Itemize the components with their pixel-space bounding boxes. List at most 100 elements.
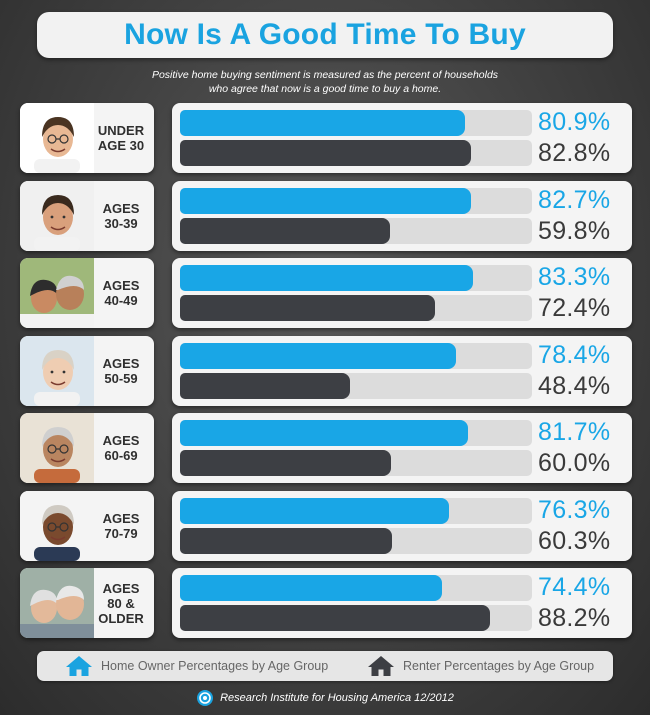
age-group-label: AGES 80 & OLDER (88, 568, 154, 638)
renter-bar (180, 372, 351, 399)
bar-card: 76.3% 60.3% (172, 490, 632, 561)
age-group-card: AGES 60-69 (20, 413, 154, 483)
age-group-label-line: AGES (102, 278, 140, 293)
age-group-label-line: 80 & (107, 595, 135, 611)
bar-card: 82.7% 59.8% (172, 180, 632, 251)
owner-value-label: 82.7% (538, 185, 611, 214)
institute-logo-icon (197, 690, 214, 706)
subtitle-line-2: who agree that now is a good time to buy… (208, 83, 442, 95)
age-group-label: AGES 50-59 (88, 336, 154, 406)
house-icon (66, 656, 92, 676)
renter-value-label: 72.4% (538, 294, 611, 322)
person-portrait-photo (20, 335, 94, 406)
bar-card: 74.4% 88.2% (172, 568, 632, 638)
owner-value-label: 76.3% (538, 495, 611, 524)
renter-value-label: 82.8% (538, 139, 611, 167)
person-portrait-photo (20, 413, 94, 483)
renter-value-label: 60.0% (538, 449, 611, 477)
owner-bar-track (180, 265, 532, 291)
owner-bar (180, 497, 449, 524)
source-credit: Research Institute for Housing America 1… (0, 686, 650, 710)
age-group-row: AGES 50-59 78.4% 48.4% (20, 335, 632, 406)
owner-bar-track (180, 187, 532, 214)
owner-bar-track (180, 110, 532, 136)
renter-value-label: 48.4% (538, 371, 611, 400)
age-group-label: UNDER AGE 30 (88, 103, 154, 173)
age-group-card: AGES 30-39 (20, 180, 154, 251)
renter-bar (180, 450, 392, 476)
age-group-label-line: AGES (102, 580, 140, 596)
renter-bar (180, 217, 391, 244)
age-group-row: AGES 70-79 76.3% 60.3% (20, 490, 632, 561)
chart-subtitle: Positive home buying sentiment is measur… (100, 68, 550, 96)
legend-label-owner: Home Owner Percentages by Age Group (101, 659, 329, 673)
renter-bar (180, 295, 435, 321)
age-group-row: AGES 30-39 82.7% 59.8% (20, 180, 632, 251)
renter-value-label: 88.2% (538, 604, 611, 632)
age-group-card: AGES 70-79 (20, 490, 154, 561)
title-banner: Now Is A Good Time To Buy (37, 12, 613, 58)
age-group-label-line: AGES (102, 355, 140, 371)
owner-bar (180, 110, 465, 136)
age-group-card: UNDER AGE 30 (20, 103, 154, 173)
age-group-label: AGES 60-69 (88, 413, 154, 483)
owner-bar-track (180, 575, 532, 601)
owner-bar (180, 342, 456, 369)
bar-card: 81.7% 60.0% (172, 413, 632, 483)
renter-bar (180, 527, 393, 554)
owner-value-label: 81.7% (538, 418, 611, 446)
bar-card: 78.4% 48.4% (172, 335, 632, 406)
age-group-row: AGES 80 & OLDER 74.4% 88.2% (20, 568, 632, 638)
renter-bar-track (180, 140, 532, 166)
owner-bar-track (180, 497, 532, 524)
renter-value-label: 60.3% (538, 526, 611, 555)
age-group-card: AGES 40-49 (20, 258, 154, 328)
age-group-label: AGES 40-49 (88, 258, 154, 328)
age-group-label-line: 70-79 (104, 525, 138, 541)
age-group-label-line: 40-49 (104, 293, 138, 308)
owner-bar (180, 420, 468, 446)
owner-value-label: 74.4% (538, 573, 611, 601)
renter-bar-track (180, 372, 532, 399)
age-group-label-line: AGES (102, 200, 140, 216)
person-portrait-photo (20, 180, 94, 251)
renter-bar-track (180, 527, 532, 554)
age-group-label-line: AGES (102, 433, 140, 448)
age-group-row: AGES 40-49 83.3% 72.4% (20, 258, 632, 328)
renter-bar-track (180, 217, 532, 244)
person-portrait-photo (20, 103, 94, 173)
age-group-label-line: 50-59 (104, 370, 138, 386)
legend-item-owner: Home Owner Percentages by Age Group (65, 651, 328, 681)
person-portrait-photo (20, 568, 94, 638)
age-group-label-line: 30-39 (104, 215, 138, 231)
age-group-card: AGES 50-59 (20, 335, 154, 406)
owner-bar-track (180, 342, 532, 369)
age-group-label-line: OLDER (98, 610, 144, 626)
renter-bar (180, 140, 472, 166)
bar-card: 80.9% 82.8% (172, 103, 632, 173)
owner-bar-track (180, 420, 532, 446)
age-group-label: AGES 30-39 (88, 181, 154, 251)
age-group-label-line: 60-69 (104, 448, 138, 463)
age-group-label-line: AGES (102, 510, 140, 526)
chart-title: Now Is A Good Time To Buy (124, 18, 526, 51)
renter-value-label: 59.8% (538, 216, 611, 245)
owner-bar (180, 265, 474, 291)
age-group-label-line: UNDER (97, 123, 145, 138)
renter-bar-track (180, 450, 532, 476)
legend-item-renter: Renter Percentages by Age Group (367, 651, 594, 681)
source-text: Research Institute for Housing America 1… (220, 692, 454, 704)
age-group-card: AGES 80 & OLDER (20, 568, 154, 638)
subtitle-line-1: Positive home buying sentiment is measur… (151, 69, 499, 81)
bar-card: 83.3% 72.4% (172, 258, 632, 328)
legend-label-renter: Renter Percentages by Age Group (403, 659, 595, 673)
owner-value-label: 83.3% (538, 263, 611, 291)
person-portrait-photo (20, 258, 94, 328)
owner-value-label: 78.4% (538, 340, 611, 369)
owner-bar (180, 187, 472, 214)
legend: Home Owner Percentages by Age Group Rent… (37, 651, 613, 681)
renter-bar-track (180, 295, 532, 321)
house-icon (368, 656, 394, 676)
person-portrait-photo (20, 490, 94, 561)
age-group-label-line: AGE 30 (97, 138, 145, 153)
